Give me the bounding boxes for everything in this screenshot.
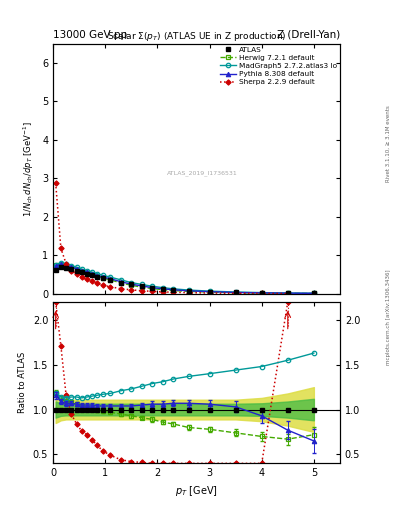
- Title: Scalar $\Sigma(p_T)$ (ATLAS UE in Z production): Scalar $\Sigma(p_T)$ (ATLAS UE in Z prod…: [107, 30, 286, 44]
- Text: Rivet 3.1.10, ≥ 3.1M events: Rivet 3.1.10, ≥ 3.1M events: [386, 105, 391, 182]
- X-axis label: $p_T$ [GeV]: $p_T$ [GeV]: [175, 484, 218, 498]
- Legend: ATLAS, Herwig 7.2.1 default, MadGraph5 2.7.2.atlas3 lo, Pythia 8.308 default, Sh: ATLAS, Herwig 7.2.1 default, MadGraph5 2…: [218, 45, 338, 87]
- Text: mcplots.cern.ch [arXiv:1306.3436]: mcplots.cern.ch [arXiv:1306.3436]: [386, 270, 391, 365]
- Y-axis label: $1/N_\mathrm{ch}\,dN_\mathrm{ch}/dp_T$ [GeV$^{-1}$]: $1/N_\mathrm{ch}\,dN_\mathrm{ch}/dp_T$ […: [22, 121, 37, 217]
- Y-axis label: Ratio to ATLAS: Ratio to ATLAS: [18, 352, 27, 413]
- Text: 13000 GeV pp: 13000 GeV pp: [53, 30, 127, 40]
- Text: ATLAS_2019_I1736531: ATLAS_2019_I1736531: [167, 171, 238, 177]
- Text: Z (Drell-Yan): Z (Drell-Yan): [277, 30, 340, 40]
